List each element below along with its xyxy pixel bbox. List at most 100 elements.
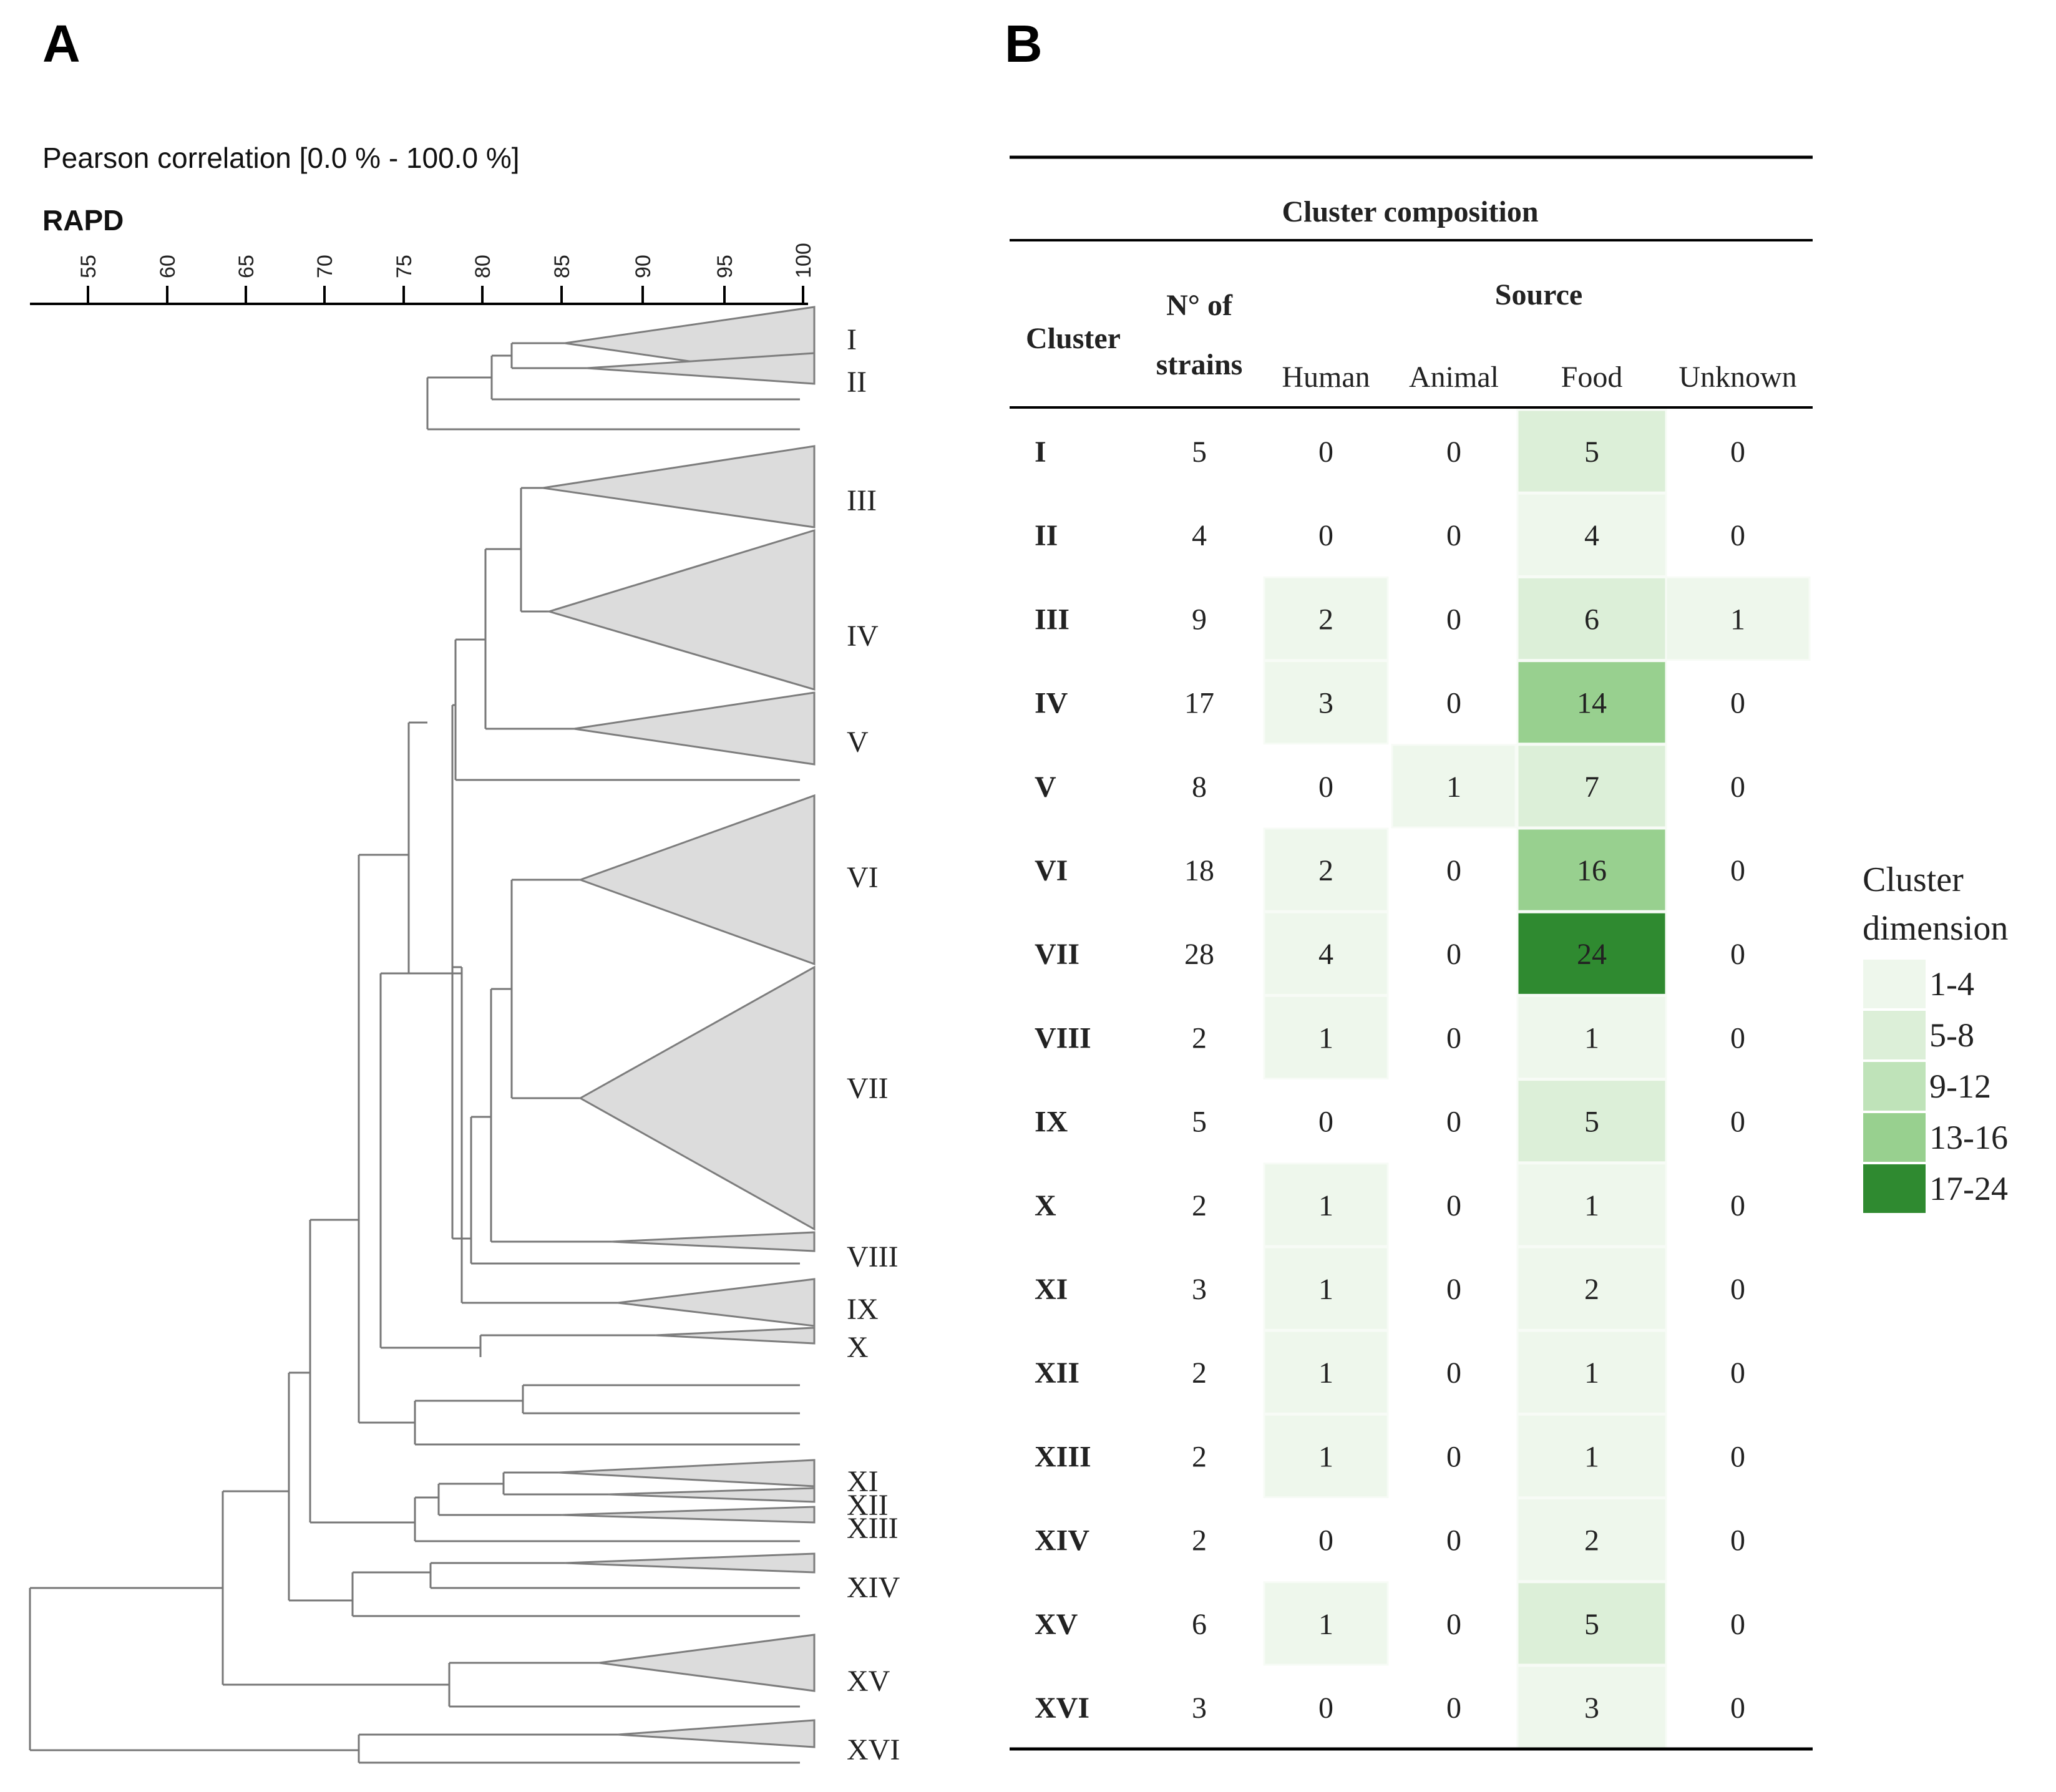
cell-cluster: XII — [1035, 1356, 1079, 1390]
cluster-triangle — [586, 352, 816, 385]
legend-label: 9-12 — [1929, 1068, 1991, 1105]
cluster-triangle — [655, 1327, 816, 1345]
heat-cell-human — [1263, 827, 1389, 912]
dendrogram: 55 60 65 70 75 80 85 90 95 100 IIIIIIIVVVIVIIVIII… — [29, 243, 900, 1766]
table-row: XIII 2 1 0 1 0 — [1035, 1440, 1745, 1473]
legend-label: 5-8 — [1929, 1016, 1974, 1054]
cell-food: 1 — [1584, 1189, 1599, 1222]
cell-food: 16 — [1577, 854, 1607, 887]
heat-cell-human — [1263, 660, 1389, 745]
cluster-label: X — [847, 1331, 869, 1364]
table-heat-cells — [1263, 409, 1811, 1750]
cell-cluster: XVI — [1035, 1692, 1089, 1725]
header-unknown: Unknown — [1678, 361, 1796, 394]
cell-animal: 0 — [1446, 436, 1461, 469]
cell-animal: 0 — [1446, 1440, 1461, 1473]
cell-strains: 4 — [1192, 519, 1207, 552]
cell-human: 0 — [1318, 1106, 1333, 1139]
cell-animal: 1 — [1446, 771, 1461, 804]
table-row: XVI 3 0 0 3 0 — [1035, 1692, 1745, 1725]
table-row: VI 18 2 0 16 0 — [1035, 854, 1745, 887]
cluster-triangle — [542, 445, 816, 528]
cluster-triangle — [617, 1719, 816, 1748]
cluster-label: XV — [847, 1665, 890, 1698]
cell-animal: 0 — [1446, 1106, 1461, 1139]
cell-unknown: 0 — [1730, 1273, 1745, 1306]
cluster-label: XVI — [847, 1733, 900, 1766]
cell-cluster: XI — [1035, 1273, 1068, 1306]
heat-cell-food — [1516, 911, 1667, 996]
heat-cell-human — [1263, 1330, 1389, 1415]
tree-branches — [29, 342, 800, 1764]
heat-cell-food — [1516, 1665, 1667, 1750]
heat-cell-human — [1263, 1413, 1389, 1499]
table-title: Cluster composition — [1282, 195, 1538, 228]
cell-animal: 0 — [1446, 687, 1461, 720]
table-row: II 4 0 0 4 0 — [1035, 519, 1745, 552]
cluster-triangle — [564, 1552, 816, 1574]
heat-cell-food — [1516, 1246, 1667, 1331]
legend-label: 13-16 — [1929, 1119, 2008, 1156]
scale-tick-label: 60 — [156, 255, 180, 278]
scale-tick-label: 100 — [792, 243, 816, 278]
table-row: I 5 0 0 5 0 — [1035, 436, 1745, 469]
heat-cell-food — [1516, 744, 1667, 829]
cluster-label: XI — [847, 1465, 879, 1498]
cell-strains: 3 — [1192, 1273, 1207, 1306]
cell-animal: 0 — [1446, 938, 1461, 971]
cell-animal: 0 — [1446, 1189, 1461, 1222]
legend-title-line2: dimension — [1863, 909, 2008, 948]
cell-strains: 18 — [1184, 854, 1214, 887]
heat-cell-food — [1516, 660, 1667, 745]
scale-tick-label: 70 — [313, 255, 337, 278]
cell-unknown: 1 — [1730, 603, 1745, 636]
cluster-label: VII — [847, 1072, 889, 1105]
cell-human: 0 — [1318, 436, 1333, 469]
heat-cell-food — [1516, 1413, 1667, 1499]
cluster-label: II — [847, 366, 867, 399]
cell-human: 1 — [1318, 1608, 1333, 1641]
header-food: Food — [1561, 361, 1623, 394]
cell-unknown: 0 — [1730, 1356, 1745, 1390]
cell-animal: 0 — [1446, 1021, 1461, 1054]
cluster-triangle — [598, 1634, 816, 1692]
cell-human: 0 — [1318, 1692, 1333, 1725]
collapsed-clusters — [542, 306, 816, 1748]
cell-unknown: 0 — [1730, 519, 1745, 552]
scale-axis: 55 60 65 70 75 80 85 90 95 100 — [30, 243, 816, 305]
cell-food: 6 — [1584, 603, 1599, 636]
cell-unknown: 0 — [1730, 771, 1745, 804]
table-row: XV 6 1 0 5 0 — [1035, 1608, 1745, 1641]
cluster-label: XII — [847, 1489, 889, 1522]
scale-tick-label: 65 — [235, 255, 258, 278]
cell-cluster: VIII — [1035, 1021, 1091, 1054]
cluster-triangle — [617, 1278, 816, 1327]
cell-food: 5 — [1584, 1608, 1599, 1641]
cell-human: 1 — [1318, 1356, 1333, 1390]
heat-cell-human — [1263, 1581, 1389, 1666]
table-row: XI 3 1 0 2 0 — [1035, 1273, 1745, 1306]
scale-tick-label: 55 — [77, 255, 100, 278]
cluster-label: III — [847, 484, 877, 517]
cell-food: 4 — [1584, 519, 1599, 552]
cell-cluster: I — [1035, 436, 1046, 469]
header-cluster: Cluster — [1026, 322, 1121, 355]
cluster-triangle — [608, 1487, 816, 1503]
cluster-triangle — [578, 965, 816, 1231]
cluster-triangle — [545, 528, 816, 691]
cell-food: 3 — [1584, 1692, 1599, 1725]
cell-human: 4 — [1318, 938, 1333, 971]
cluster-label: IX — [847, 1293, 879, 1326]
cell-unknown: 0 — [1730, 687, 1745, 720]
cell-strains: 2 — [1192, 1524, 1207, 1557]
heat-cell-human — [1263, 995, 1389, 1080]
cell-cluster: IX — [1035, 1106, 1068, 1139]
cell-food: 7 — [1584, 771, 1599, 804]
cell-cluster: II — [1035, 519, 1058, 552]
legend-title-line1: Cluster — [1863, 860, 1964, 899]
cluster-label: VI — [847, 861, 879, 894]
panel-b-letter: B — [1005, 14, 1043, 73]
cell-food: 5 — [1584, 436, 1599, 469]
